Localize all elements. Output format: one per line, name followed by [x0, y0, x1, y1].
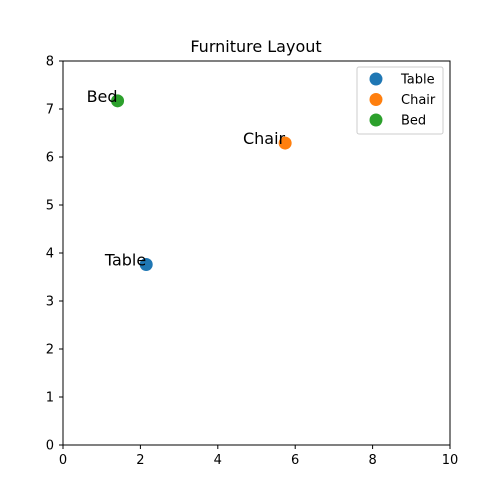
- scatter-point-table: [139, 258, 153, 272]
- scatter-point-chair: [278, 136, 292, 150]
- y-tick-label: 6: [46, 151, 54, 166]
- point-annotations: Table Chair Bed: [87, 87, 286, 270]
- scatter-point-bed: [111, 94, 125, 108]
- y-tick-label: 2: [46, 343, 54, 358]
- point-label-chair: Chair: [243, 129, 286, 148]
- y-tick-label: 3: [46, 295, 54, 310]
- point-label-table: Table: [104, 251, 146, 270]
- y-tick-label: 8: [46, 55, 54, 70]
- x-tick-label: 10: [442, 453, 459, 468]
- y-tick-label: 7: [46, 103, 54, 118]
- x-tick-label: 8: [368, 453, 376, 468]
- y-axis-ticks: 0 1 2 3 4 5 6 7 8: [46, 55, 63, 454]
- legend-marker-table: [369, 72, 383, 86]
- axes: 0 2 4 6 8 10 0 1 2 3 4 5 6 7 8: [46, 55, 459, 469]
- y-tick-label: 1: [46, 391, 54, 406]
- legend-items: Table Chair Bed: [369, 72, 436, 129]
- x-tick-label: 4: [214, 453, 222, 468]
- x-tick-label: 2: [136, 453, 144, 468]
- chart-title: Furniture Layout: [190, 37, 321, 56]
- scatter-points: [111, 94, 292, 272]
- y-tick-label: 5: [46, 199, 54, 214]
- legend-marker-bed: [369, 113, 383, 127]
- x-tick-label: 6: [291, 453, 299, 468]
- legend-label-chair: Chair: [401, 93, 436, 108]
- x-tick-label: 0: [59, 453, 67, 468]
- y-tick-label: 4: [46, 247, 54, 262]
- point-label-bed: Bed: [87, 87, 118, 106]
- y-tick-label: 0: [46, 439, 54, 454]
- legend-marker-chair: [369, 93, 383, 106]
- legend-label-bed: Bed: [401, 114, 426, 129]
- legend-label-table: Table: [400, 73, 435, 88]
- legend: Table Chair Bed: [356, 66, 444, 135]
- x-axis-ticks: 0 2 4 6 8 10: [59, 445, 458, 468]
